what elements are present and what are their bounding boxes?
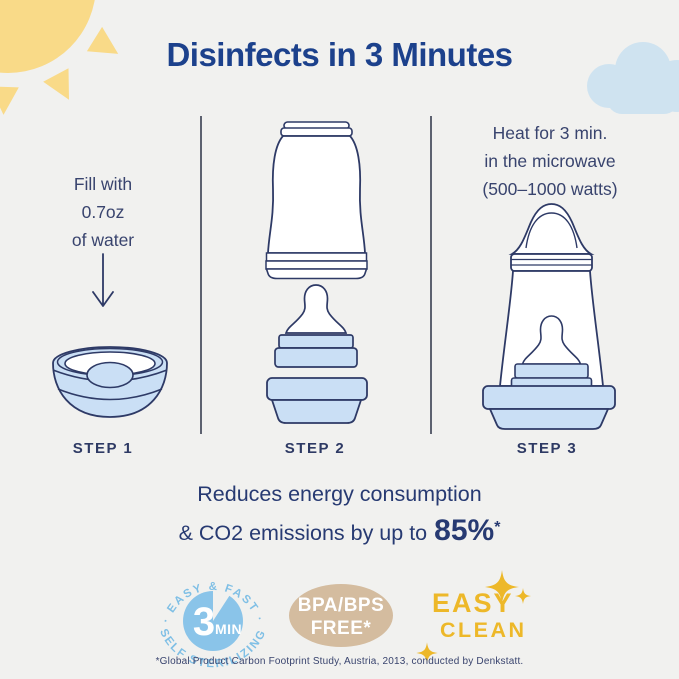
step1-label: STEP 1 bbox=[72, 440, 134, 457]
footnote-marker: * bbox=[494, 518, 501, 536]
easy-clean-line2: CLEAN bbox=[440, 618, 527, 642]
footnote-text: *Global Product Carbon Footprint Study, … bbox=[155, 656, 524, 667]
bottle-parts-illustration bbox=[265, 121, 368, 424]
column-divider-2 bbox=[430, 116, 432, 434]
badge-minutes-value: 3 bbox=[193, 600, 215, 644]
sparkle-icon bbox=[416, 642, 438, 664]
sterilizer-bowl-illustration bbox=[52, 346, 168, 418]
energy-claim-line2: & CO2 emissions by up to 85%* bbox=[0, 514, 679, 548]
column-divider-1 bbox=[200, 116, 202, 434]
step3-instruction-line: Heat for 3 min. bbox=[492, 123, 608, 143]
sparkle-icon bbox=[514, 587, 532, 605]
page-title: Disinfects in 3 Minutes bbox=[166, 36, 513, 73]
easy-clean-badge: EASY CLEAN bbox=[408, 558, 568, 670]
assembled-bottle-illustration bbox=[482, 203, 616, 430]
sun-icon bbox=[0, 0, 119, 115]
clock-badge-icon bbox=[183, 585, 243, 651]
bpa-badge-line1: BPA/BPS bbox=[297, 595, 385, 616]
energy-claim-highlight: 85% bbox=[434, 514, 495, 547]
step2-label: STEP 2 bbox=[284, 440, 346, 457]
step3-instruction-line: (500–1000 watts) bbox=[482, 179, 618, 199]
energy-claim-line1: Reduces energy consumption bbox=[197, 482, 482, 506]
step3-label: STEP 3 bbox=[516, 440, 578, 457]
badge-minutes-unit: MIN bbox=[215, 621, 242, 637]
bpa-free-badge: BPA/BPS FREE* bbox=[289, 584, 393, 647]
cloud-icon bbox=[587, 42, 679, 114]
step1-instruction-line: of water bbox=[71, 230, 135, 250]
step1-instruction: Fill with 0.7oz of water bbox=[25, 170, 181, 254]
bpa-badge-line2: FREE* bbox=[310, 618, 372, 639]
self-sterilizing-badge: 3 MIN · EASY & FAST · SELF STERILIZING bbox=[157, 581, 267, 670]
sparkle-icon bbox=[485, 570, 519, 604]
step3-instruction-line: in the microwave bbox=[484, 151, 616, 171]
step1-instruction-line: 0.7oz bbox=[81, 202, 125, 222]
easy-clean-line1: EASY bbox=[432, 588, 514, 618]
step1-instruction-line: Fill with bbox=[73, 174, 133, 194]
step3-instruction: Heat for 3 min. in the microwave (500–10… bbox=[450, 119, 650, 203]
down-arrow-icon bbox=[92, 253, 114, 307]
energy-claim: Reduces energy consumption & CO2 emissio… bbox=[0, 482, 679, 548]
energy-claim-line2-text: & CO2 emissions by up to bbox=[178, 521, 428, 545]
